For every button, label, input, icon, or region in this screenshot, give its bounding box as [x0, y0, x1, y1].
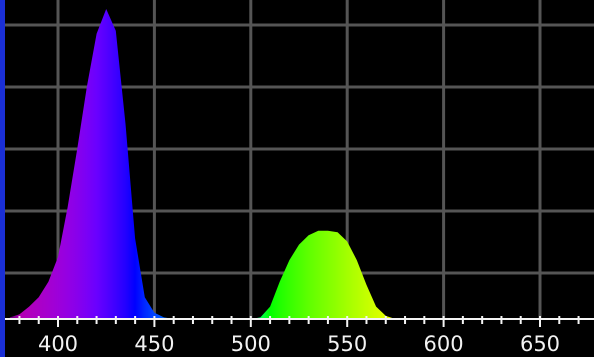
x-tick-label: 650	[520, 332, 560, 356]
left-axis-bar	[0, 0, 5, 357]
x-tick-labels: 400 450 500 550 600 650	[38, 332, 560, 356]
x-axis	[5, 316, 594, 327]
spectrum-area	[9, 9, 594, 319]
x-tick-label: 600	[424, 332, 464, 356]
x-tick-label: 400	[38, 332, 78, 356]
x-tick-label: 550	[327, 332, 367, 356]
x-tick-label: 450	[134, 332, 174, 356]
x-tick-label: 500	[231, 332, 271, 356]
spectrum-series	[9, 9, 594, 319]
